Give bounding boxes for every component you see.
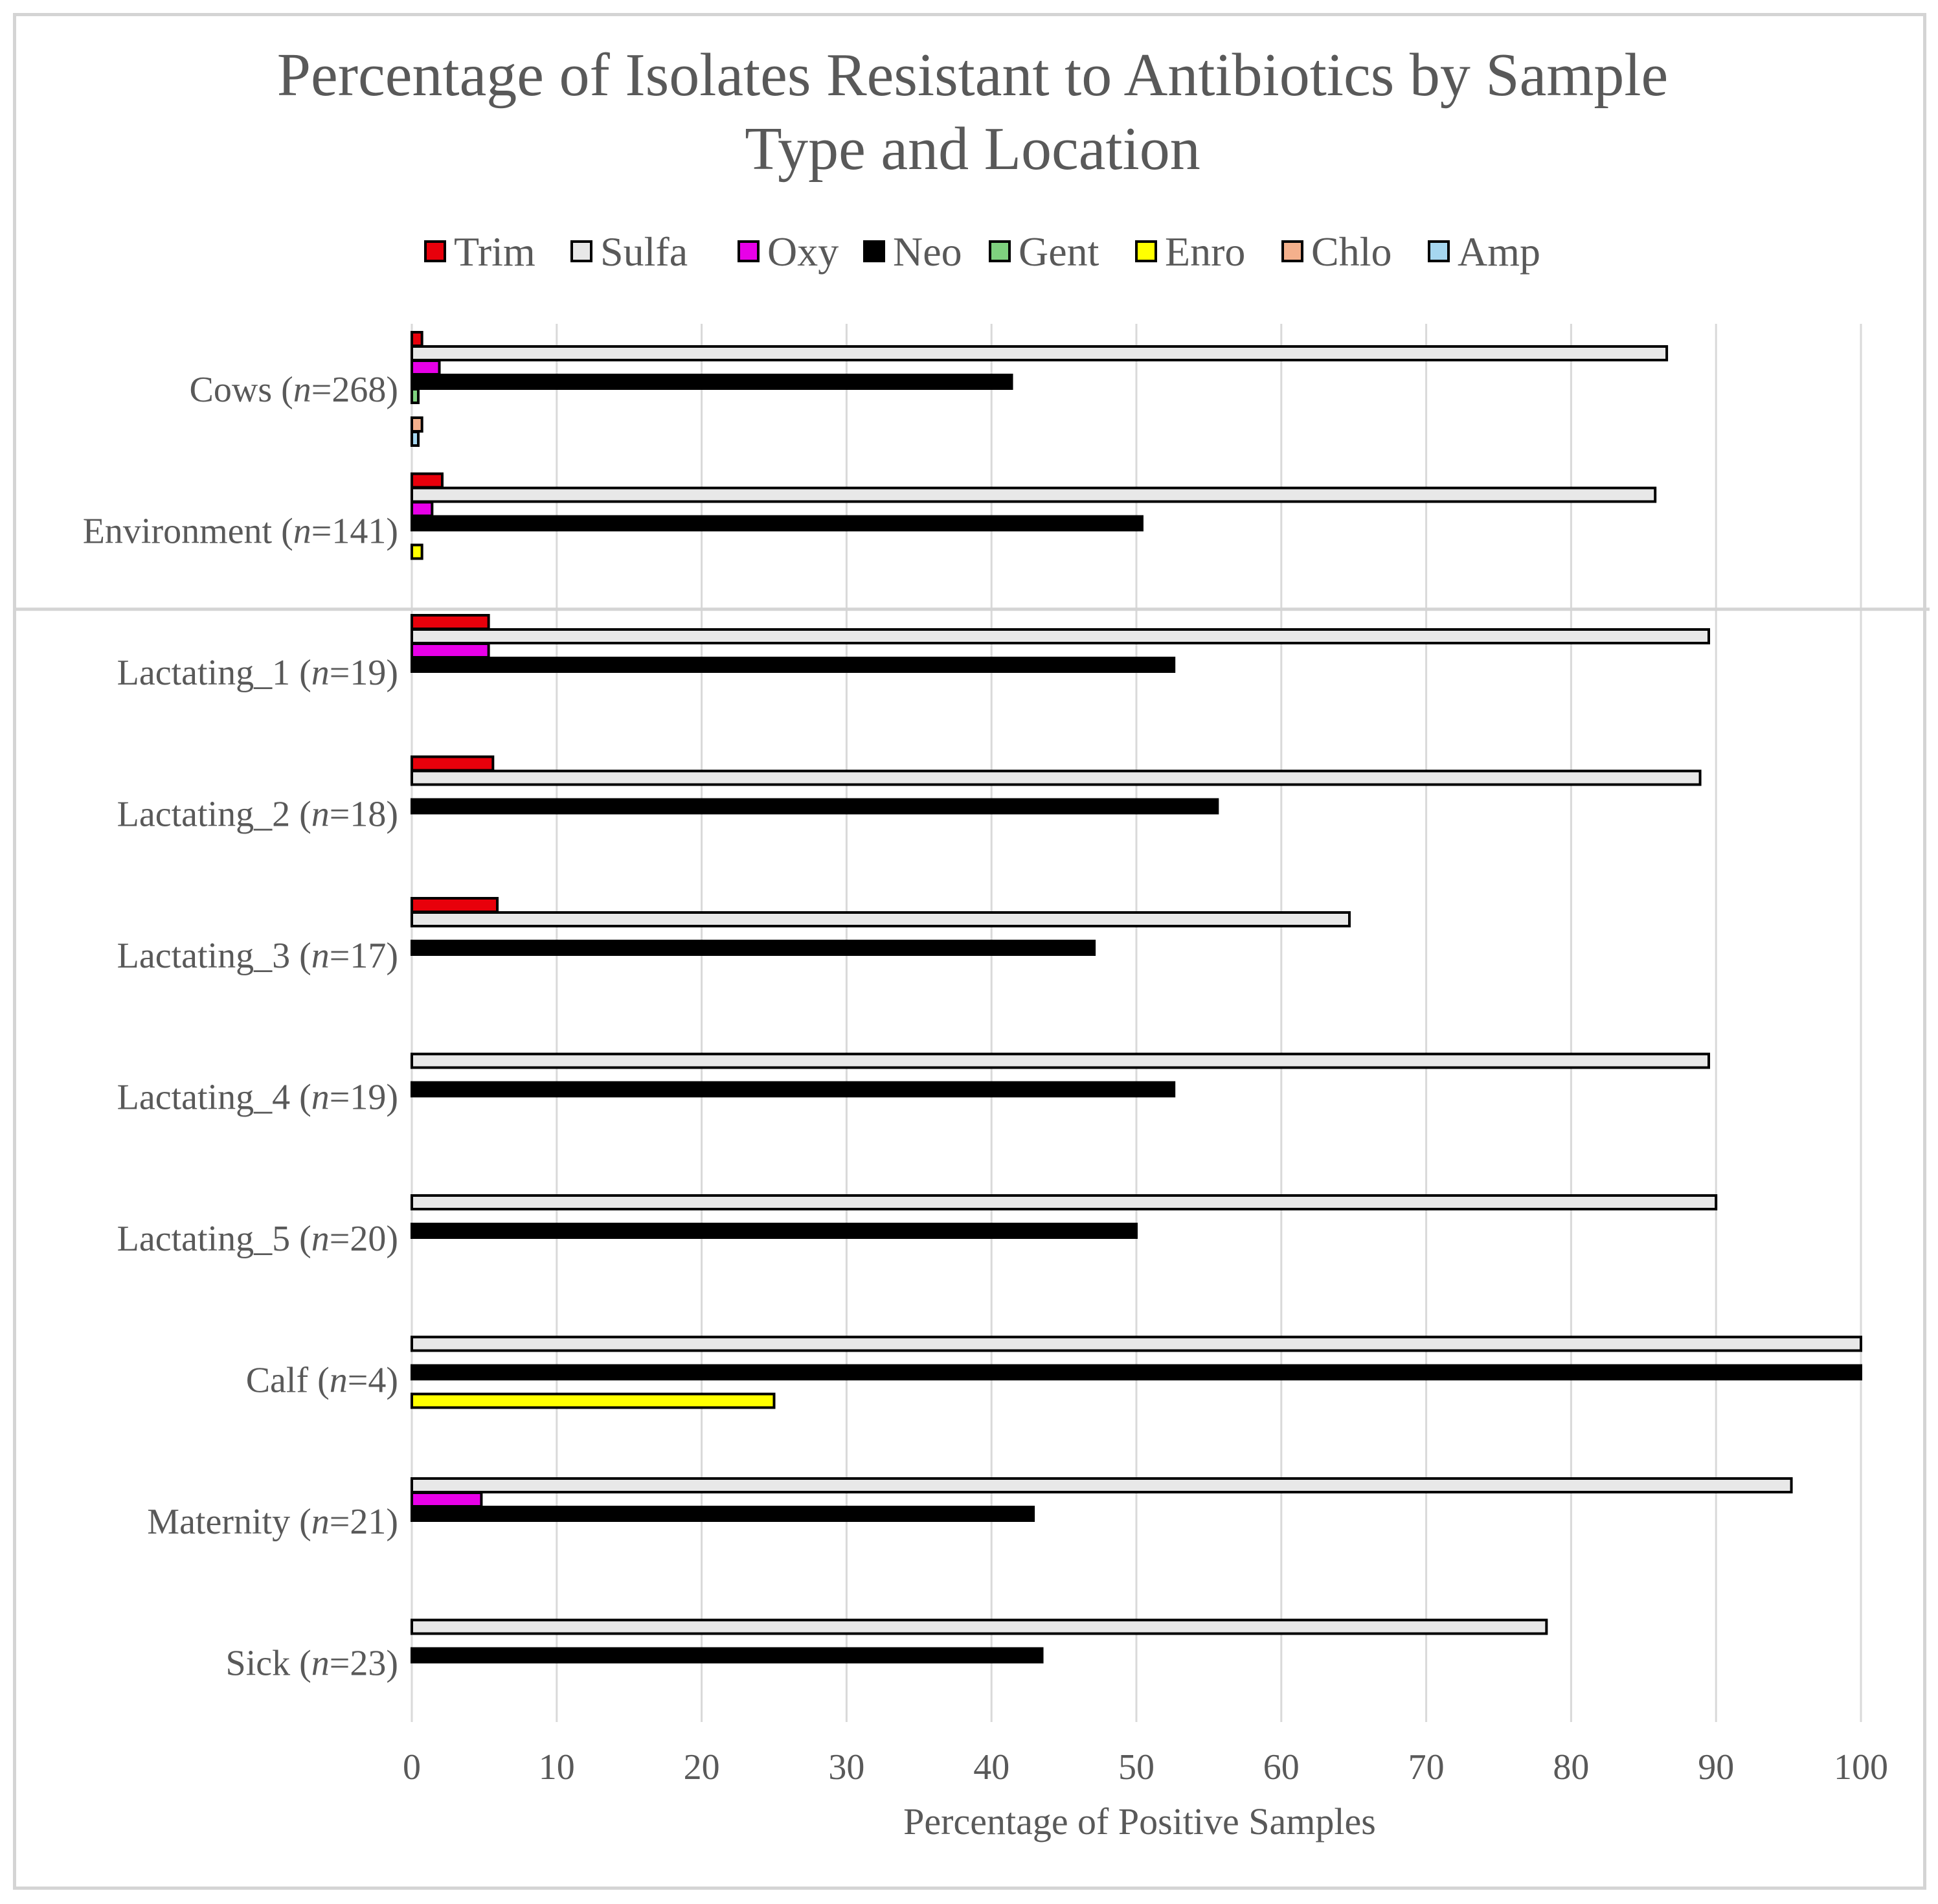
x-tick-label-0: 0 bbox=[403, 1747, 421, 1787]
bar-neo-lactating-3 bbox=[411, 940, 1096, 956]
category-label-calf: Calf (n=4) bbox=[246, 1361, 398, 1401]
bar-sulfa-cows bbox=[411, 345, 1669, 361]
legend-label-trim: Trim bbox=[454, 229, 535, 275]
bar-enro-calf bbox=[411, 1392, 776, 1409]
bar-neo-lactating-1 bbox=[411, 657, 1176, 673]
legend-label-sulfa: Sulfa bbox=[600, 229, 688, 275]
category-label-environment: Environment (n=141) bbox=[83, 512, 398, 552]
legend-item-amp: Amp bbox=[1428, 229, 1540, 275]
bar-oxy-maternity bbox=[411, 1491, 483, 1508]
legend-item-enro: Enro bbox=[1135, 229, 1245, 275]
legend-swatch-enro bbox=[1135, 240, 1157, 262]
legend-label-amp: Amp bbox=[1458, 229, 1540, 275]
legend-label-chlo: Chlo bbox=[1311, 229, 1392, 275]
legend-swatch-chlo bbox=[1281, 240, 1303, 262]
bar-neo-calf bbox=[411, 1364, 1862, 1381]
bar-neo-lactating-2 bbox=[411, 798, 1219, 815]
legend-item-chlo: Chlo bbox=[1281, 229, 1392, 275]
bar-oxy-cows bbox=[411, 359, 441, 376]
x-tick-label-70: 70 bbox=[1408, 1747, 1445, 1787]
bar-neo-cows bbox=[411, 374, 1013, 390]
x-tick-labels: 0 10 20 30 40 50 60 70 80 90 100 bbox=[403, 1747, 1888, 1787]
x-tick-label-10: 10 bbox=[539, 1747, 575, 1787]
bar-oxy-lactating-1 bbox=[411, 642, 490, 659]
bar-amp-cows bbox=[411, 431, 420, 447]
x-axis-title: Percentage of Positive Samples bbox=[903, 1800, 1376, 1842]
legend-label-neo: Neo bbox=[893, 229, 962, 275]
bars bbox=[411, 331, 1862, 1664]
legend-item-sulfa: Sulfa bbox=[570, 229, 688, 275]
bar-sulfa-sick bbox=[411, 1618, 1548, 1635]
bar-neo-maternity bbox=[411, 1506, 1035, 1522]
x-tick-label-30: 30 bbox=[828, 1747, 864, 1787]
x-tick-label-40: 40 bbox=[973, 1747, 1009, 1787]
legend-item-trim: Trim bbox=[424, 229, 535, 275]
chart-title-line-1: Percentage of Isolates Resistant to Anti… bbox=[277, 41, 1669, 109]
category-label-lactating-4: Lactating_4 (n=19) bbox=[117, 1078, 398, 1118]
x-tick-label-60: 60 bbox=[1263, 1747, 1300, 1787]
legend-label-oxy: Oxy bbox=[767, 229, 839, 275]
chart-svg: Percentage of Isolates Resistant to Anti… bbox=[16, 41, 1930, 1842]
chart-title-line-2: Type and Location bbox=[745, 115, 1200, 183]
legend-item-gent: Gent bbox=[989, 229, 1099, 275]
category-labels: Cows (n=268) Environment (n=141) Lactating… bbox=[83, 370, 398, 1684]
bar-trim-cows bbox=[411, 331, 423, 347]
x-tick-label-100: 100 bbox=[1834, 1747, 1888, 1787]
bar-sulfa-lactating-4 bbox=[411, 1052, 1711, 1069]
bar-sulfa-lactating-1 bbox=[411, 628, 1711, 644]
bar-gent-cows bbox=[411, 388, 420, 404]
legend-item-neo: Neo bbox=[863, 229, 962, 275]
bar-neo-environment bbox=[411, 515, 1144, 532]
legend: Trim Sulfa Oxy Neo Gent Enro Chlo Amp bbox=[424, 229, 1540, 275]
bar-trim-lactating-3 bbox=[411, 897, 499, 913]
legend-swatch-neo bbox=[863, 240, 885, 262]
bar-trim-environment bbox=[411, 472, 444, 489]
category-label-sick: Sick (n=23) bbox=[226, 1644, 398, 1684]
legend-swatch-trim bbox=[424, 240, 446, 262]
legend-swatch-gent bbox=[989, 240, 1011, 262]
x-tick-label-80: 80 bbox=[1553, 1747, 1589, 1787]
bar-sulfa-lactating-5 bbox=[411, 1194, 1718, 1210]
legend-label-gent: Gent bbox=[1019, 229, 1099, 275]
category-label-lactating-2: Lactating_2 (n=18) bbox=[117, 795, 398, 835]
category-label-lactating-5: Lactating_5 (n=20) bbox=[117, 1219, 398, 1259]
bar-sulfa-calf bbox=[411, 1335, 1862, 1352]
bar-sulfa-maternity bbox=[411, 1477, 1793, 1493]
legend-swatch-oxy bbox=[738, 240, 760, 262]
bar-trim-lactating-1 bbox=[411, 614, 490, 630]
bar-neo-sick bbox=[411, 1647, 1044, 1664]
bar-neo-lactating-5 bbox=[411, 1223, 1138, 1239]
chart-frame: Percentage of Isolates Resistant to Anti… bbox=[13, 13, 1930, 1890]
bar-sulfa-lactating-3 bbox=[411, 911, 1351, 927]
bar-chlo-cows bbox=[411, 416, 423, 433]
legend-swatch-sulfa bbox=[570, 240, 592, 262]
category-label-lactating-1: Lactating_1 (n=19) bbox=[117, 653, 398, 693]
chart-title: Percentage of Isolates Resistant to Anti… bbox=[277, 41, 1669, 183]
bar-trim-lactating-2 bbox=[411, 755, 495, 772]
bar-sulfa-lactating-2 bbox=[411, 769, 1702, 786]
bar-oxy-environment bbox=[411, 501, 434, 517]
x-tick-label-50: 50 bbox=[1118, 1747, 1155, 1787]
x-tick-label-20: 20 bbox=[684, 1747, 720, 1787]
category-label-cows: Cows (n=268) bbox=[190, 370, 398, 410]
bar-sulfa-environment bbox=[411, 486, 1657, 503]
bar-enro-environment bbox=[411, 543, 423, 560]
legend-swatch-amp bbox=[1428, 240, 1450, 262]
legend-label-enro: Enro bbox=[1165, 229, 1245, 275]
category-label-lactating-3: Lactating_3 (n=17) bbox=[117, 936, 398, 976]
category-label-maternity: Maternity (n=21) bbox=[147, 1502, 398, 1542]
x-tick-label-90: 90 bbox=[1698, 1747, 1734, 1787]
bar-neo-lactating-4 bbox=[411, 1081, 1176, 1098]
legend-item-oxy: Oxy bbox=[738, 229, 839, 275]
